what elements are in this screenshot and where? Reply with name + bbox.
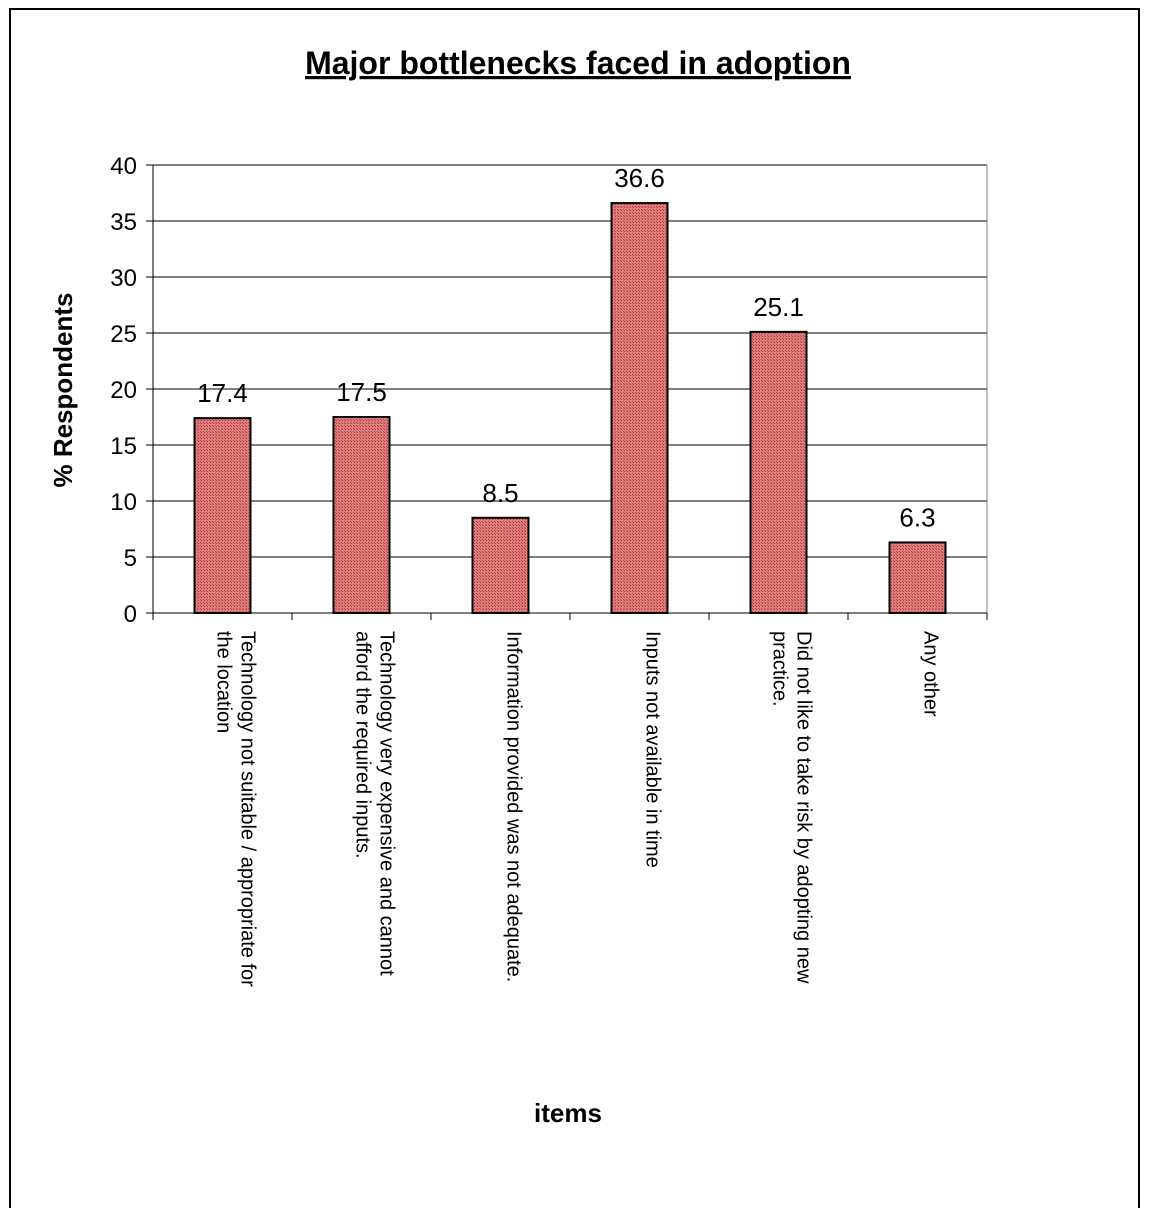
y-tick-label: 0 <box>124 601 137 628</box>
category-label-line: practice. <box>769 631 791 707</box>
data-label: 17.4 <box>197 378 248 408</box>
bar <box>888 541 947 614</box>
data-label: 25.1 <box>753 292 804 322</box>
data-label: 17.5 <box>336 377 387 407</box>
bar <box>193 417 252 614</box>
category-label: Any other <box>920 631 942 717</box>
category-label-line: Inputs not available in time <box>642 631 664 868</box>
category-label: Technology very expensive and cannotaffo… <box>352 631 398 976</box>
category-labels: Technology not suitable / appropriate fo… <box>213 631 942 987</box>
axes <box>146 164 988 620</box>
category-label: Did not like to take risk by adopting ne… <box>769 631 815 984</box>
chart-title: Major bottlenecks faced in adoption <box>305 45 851 81</box>
y-tick-label: 35 <box>110 209 137 236</box>
category-label-line: afford the required inputs. <box>352 631 374 859</box>
category-label-line: Did not like to take risk by adopting ne… <box>793 631 815 984</box>
y-tick-label: 20 <box>110 377 137 404</box>
y-tick-label: 10 <box>110 489 137 516</box>
category-label-line: Any other <box>920 631 942 717</box>
y-tick-labels: 0 5 10 15 20 25 30 35 40 <box>110 153 137 628</box>
category-label: Inputs not available in time <box>642 631 664 868</box>
data-label: 8.5 <box>482 478 518 508</box>
bar <box>471 516 530 614</box>
category-label-line: Information provided was not adequate. <box>503 631 525 982</box>
category-label-line: the location <box>213 631 235 733</box>
y-tick-label: 15 <box>110 433 137 460</box>
category-label: Information provided was not adequate. <box>503 631 525 982</box>
bar <box>610 202 669 615</box>
data-label: 6.3 <box>899 502 935 532</box>
data-label: 36.6 <box>614 163 665 193</box>
y-tick-label: 25 <box>110 321 137 348</box>
bar <box>332 416 391 614</box>
category-label: Technology not suitable / appropriate fo… <box>213 631 259 987</box>
category-label-line: Technology not suitable / appropriate fo… <box>237 631 259 987</box>
data-labels: 17.4 17.5 8.5 36.6 25.1 6.3 <box>197 163 935 532</box>
bars <box>193 202 947 615</box>
y-tick-label: 40 <box>110 153 137 180</box>
y-tick-label: 30 <box>110 265 137 292</box>
category-label-line: Technology very expensive and cannot <box>376 631 398 976</box>
y-axis-title: % Respondents <box>48 292 78 487</box>
gridlines <box>153 164 988 613</box>
x-axis-title: items <box>534 1098 602 1128</box>
y-tick-label: 5 <box>124 545 137 572</box>
bar <box>749 330 808 614</box>
